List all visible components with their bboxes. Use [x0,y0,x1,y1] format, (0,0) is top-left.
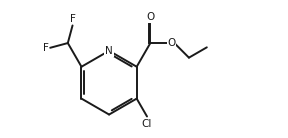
Text: F: F [43,43,48,53]
Text: O: O [168,38,176,48]
Text: O: O [146,12,154,22]
Text: Cl: Cl [142,119,152,129]
Text: N: N [105,46,113,56]
Text: F: F [70,14,75,24]
